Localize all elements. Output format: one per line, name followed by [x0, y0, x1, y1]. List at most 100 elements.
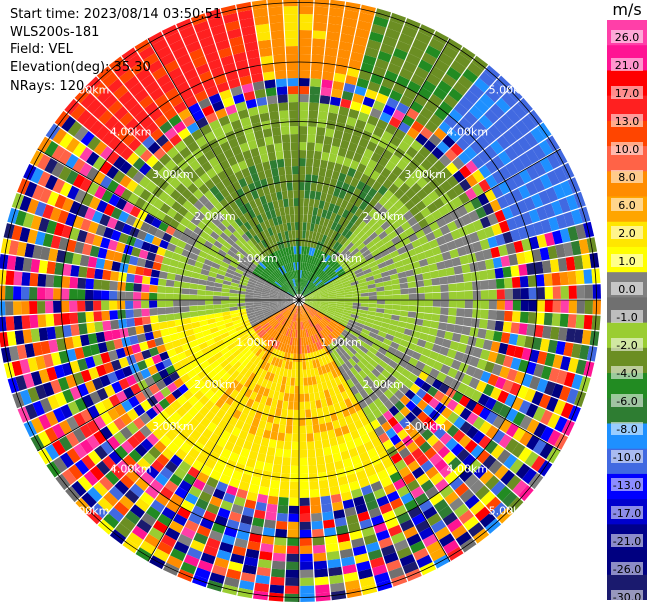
- velocity-gate: [89, 391, 102, 405]
- velocity-gate: [248, 261, 257, 269]
- velocity-gate: [391, 532, 406, 545]
- velocity-gate: [299, 465, 309, 474]
- velocity-gate: [547, 429, 561, 446]
- velocity-gate: [141, 275, 151, 285]
- velocity-gate: [479, 238, 490, 251]
- velocity-gate: [138, 341, 149, 352]
- velocity-gate: [277, 295, 286, 298]
- velocity-gate: [262, 309, 271, 314]
- velocity-gate: [54, 325, 64, 339]
- velocity-gate: [327, 362, 335, 372]
- velocity-gate: [386, 559, 402, 572]
- velocity-gate: [271, 225, 278, 235]
- velocity-gate: [448, 291, 457, 300]
- velocity-gate: [281, 265, 287, 274]
- velocity-gate: [283, 441, 292, 450]
- velocity-gate: [271, 308, 279, 313]
- velocity-gate: [226, 268, 235, 275]
- velocity-gate: [257, 241, 265, 250]
- velocity-gate: [208, 451, 220, 463]
- velocity-gate: [359, 309, 369, 315]
- velocity-gate: [197, 434, 209, 446]
- velocity-gate: [299, 46, 312, 55]
- velocity-gate: [340, 354, 349, 363]
- velocity-gate: [287, 291, 295, 297]
- velocity-gate: [398, 205, 409, 216]
- velocity-gate: [467, 336, 477, 347]
- velocity-gate: [306, 150, 315, 159]
- velocity-gate: [139, 189, 152, 201]
- velocity-gate: [396, 159, 408, 171]
- velocity-gate: [250, 442, 261, 453]
- velocity-gate: [416, 473, 430, 486]
- velocity-gate: [302, 361, 307, 370]
- velocity-gate: [299, 126, 308, 135]
- velocity-gate: [345, 75, 358, 86]
- velocity-gate: [378, 393, 389, 404]
- velocity-gate: [312, 166, 320, 176]
- velocity-gate: [392, 304, 401, 311]
- velocity-gate: [245, 458, 256, 469]
- velocity-gate: [114, 368, 126, 381]
- velocity-gate: [359, 379, 369, 389]
- velocity-gate: [421, 52, 437, 66]
- velocity-gate: [224, 339, 234, 347]
- velocity-gate: [589, 252, 600, 268]
- velocity-gate: [488, 459, 503, 475]
- velocity-gate: [337, 383, 346, 393]
- velocity-gate: [220, 430, 231, 441]
- velocity-gate: [294, 393, 299, 402]
- velocity-gate: [456, 246, 467, 257]
- velocity-gate: [213, 295, 222, 300]
- velocity-gate: [456, 291, 465, 300]
- velocity-gate: [424, 300, 433, 307]
- velocity-gate: [558, 197, 571, 213]
- velocity-gate: [86, 151, 100, 166]
- velocity-gate: [360, 296, 369, 300]
- velocity-gate: [235, 268, 244, 275]
- velocity-gate: [380, 43, 395, 55]
- velocity-gate: [79, 439, 94, 454]
- velocity-gate: [354, 217, 363, 227]
- velocity-gate: [424, 249, 434, 259]
- velocity-gate: [7, 377, 20, 394]
- velocity-gate: [111, 329, 121, 340]
- velocity-gate: [404, 389, 416, 400]
- velocity-gate: [29, 150, 44, 167]
- velocity-gate: [275, 520, 288, 530]
- velocity-gate: [353, 363, 362, 373]
- velocity-gate: [300, 329, 303, 338]
- velocity-gate: [375, 58, 389, 70]
- velocity-gate: [169, 520, 184, 534]
- velocity-gate: [315, 241, 321, 250]
- velocity-gate: [521, 115, 537, 131]
- velocity-gate: [477, 193, 490, 206]
- velocity-gate: [328, 343, 336, 352]
- velocity-gate: [230, 221, 240, 231]
- velocity-gate: [328, 301, 337, 304]
- velocity-gate: [99, 213, 111, 227]
- velocity-gate: [563, 372, 576, 388]
- velocity-gate: [192, 574, 209, 588]
- velocity-gate: [69, 300, 78, 312]
- velocity-gate: [454, 351, 465, 362]
- velocity-gate: [183, 323, 193, 331]
- velocity-gate: [167, 441, 180, 454]
- velocity-gate: [144, 331, 155, 341]
- velocity-gate: [281, 360, 287, 369]
- velocity-gate: [342, 381, 350, 391]
- velocity-gate: [252, 374, 260, 384]
- velocity-gate: [322, 338, 329, 347]
- velocity-gate: [312, 294, 321, 297]
- velocity-gate: [262, 307, 271, 312]
- velocity-gate: [206, 280, 215, 287]
- velocity-gate: [256, 566, 271, 577]
- velocity-gate: [39, 188, 52, 204]
- velocity-gate: [89, 465, 105, 481]
- velocity-gate: [431, 146, 445, 160]
- velocity-gate: [288, 320, 293, 329]
- velocity-gate: [439, 465, 453, 479]
- velocity-gate: [472, 169, 485, 183]
- velocity-gate: [183, 454, 196, 467]
- velocity-gate: [302, 270, 306, 279]
